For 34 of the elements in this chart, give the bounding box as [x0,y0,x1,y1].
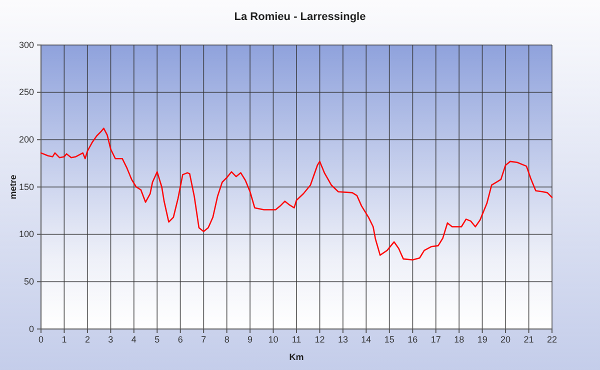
y-tick-label: 100 [18,229,34,240]
y-tick-label: 200 [18,134,34,145]
x-tick-label: 19 [477,334,488,344]
x-tick-label: 9 [248,334,253,344]
x-tick-label: 0 [38,334,44,344]
x-tick-label: 10 [268,334,278,344]
x-tick-label: 1 [62,334,67,344]
x-tick-label: 7 [201,334,206,344]
x-tick-label: 22 [546,334,558,344]
x-tick-label: 16 [408,334,418,344]
y-tick-label: 150 [18,182,34,192]
x-tick-label: 14 [361,334,372,344]
y-tick-label: 0 [28,324,34,334]
y-axis-title: metre [8,174,18,200]
x-tick-label: 13 [338,334,348,344]
y-tick-label: 50 [24,276,34,287]
line-series [40,128,553,261]
x-tick-label: 4 [131,334,136,344]
x-tick-label: 21 [524,334,534,344]
x-tick-label: 5 [154,334,160,344]
y-tick-label: 250 [18,87,34,98]
x-tick-label: 15 [384,334,394,344]
x-tick-label: 3 [108,334,114,344]
x-tick-label: 12 [314,334,325,344]
x-tick-label: 17 [430,334,441,344]
x-tick-label: 20 [500,334,511,344]
x-tick-label: 8 [224,334,230,344]
x-tick-label: 18 [454,334,464,344]
x-tick-label: 6 [178,334,183,344]
y-tick-label: 300 [18,40,34,50]
x-axis-title: Km [289,352,304,362]
x-tick-label: 11 [292,334,302,344]
x-tick-label: 2 [84,334,90,344]
chart-title: La Romieu - Larressingle [234,11,366,23]
